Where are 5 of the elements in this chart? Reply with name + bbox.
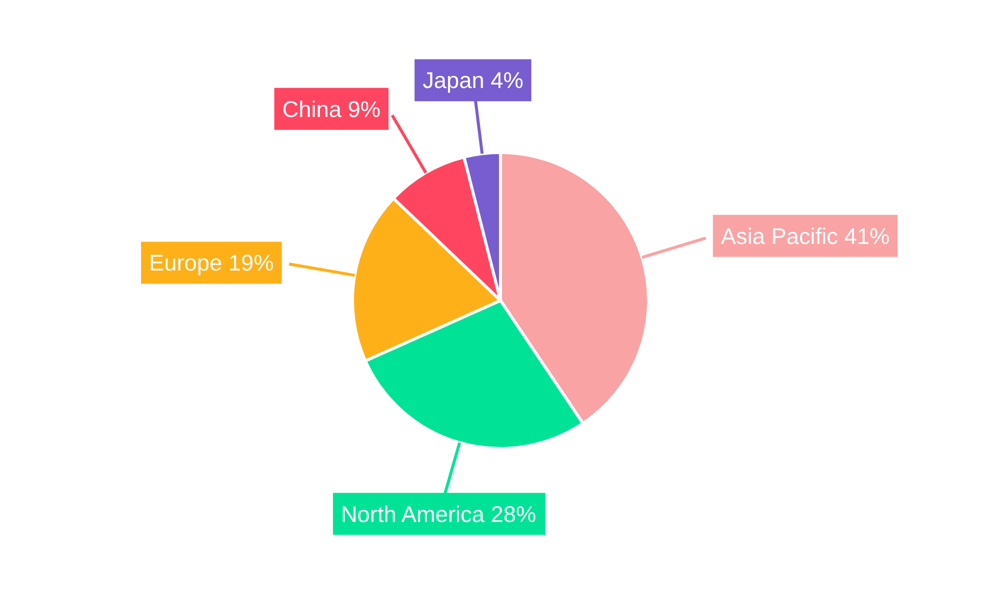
slice-label: Asia Pacific 41%	[720, 222, 890, 249]
slice-label: Europe 19%	[149, 250, 274, 276]
slice-label: Japan 4%	[422, 67, 524, 94]
slice-label: North America 28%	[340, 500, 536, 527]
slice-label: China 9%	[282, 96, 381, 122]
